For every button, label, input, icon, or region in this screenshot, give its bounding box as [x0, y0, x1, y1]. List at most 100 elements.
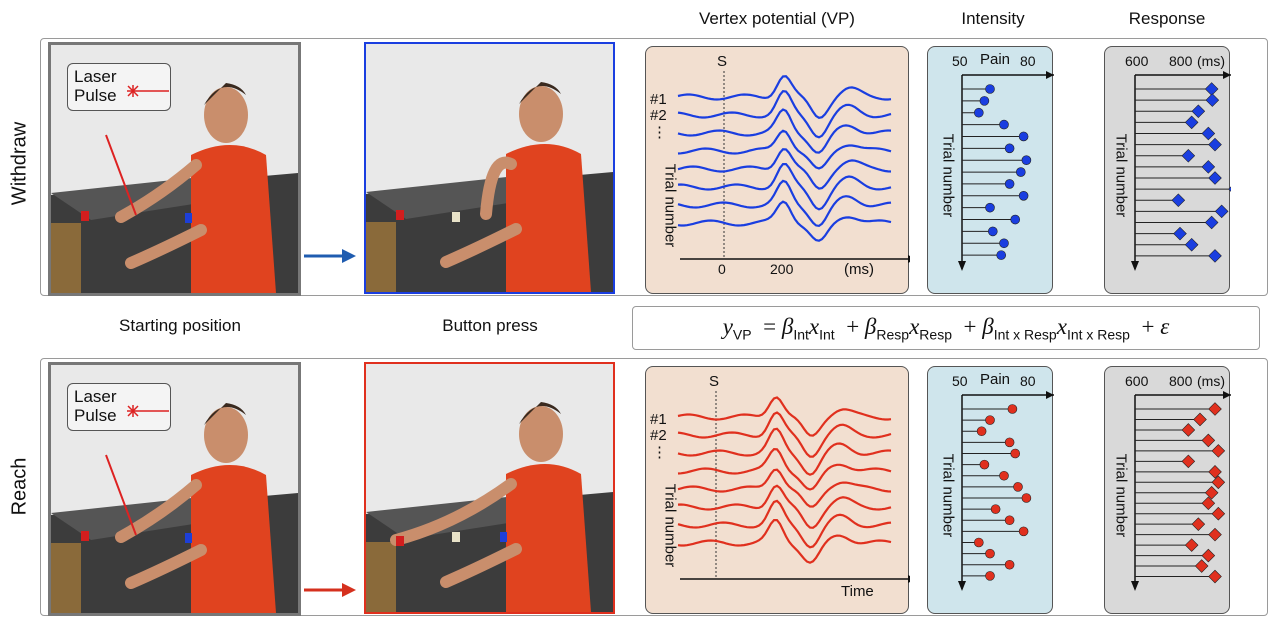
trial-1-label: #1 [650, 91, 667, 108]
pain-label: Pain [980, 51, 1011, 68]
response-min: 600 [1125, 53, 1149, 69]
vp-column-title: Vertex potential (VP) [699, 9, 855, 28]
stimulus-label: S [709, 373, 720, 390]
seated-person-illustration [51, 83, 298, 293]
vp-trace [677, 484, 892, 529]
data-point [985, 571, 995, 581]
data-point [976, 426, 987, 437]
data-point [1208, 569, 1222, 584]
withdraw-intensity-marks [962, 84, 1032, 260]
x-tick-200: 200 [770, 261, 794, 277]
data-point [979, 459, 990, 470]
data-point [1018, 191, 1029, 201]
data-point [1228, 182, 1242, 196]
laser-pulse-label: Laser Pulse [67, 63, 171, 111]
reach-start-scene: Laser Pulse [48, 362, 301, 616]
laser-burst-icon [127, 405, 169, 417]
data-point [1204, 215, 1219, 230]
data-point [1010, 214, 1020, 225]
withdraw-vp-traces [677, 75, 892, 242]
response-trial-number-label: Trial number [1112, 453, 1130, 538]
data-point [1204, 82, 1219, 96]
response-unit: (ms) [1197, 53, 1225, 69]
intensity-column-title: Intensity [961, 9, 1025, 28]
data-point [1004, 437, 1015, 448]
data-point [999, 470, 1009, 481]
reach-vp-panel: S #1 #2 ⋮ Trial number Time [645, 366, 916, 614]
data-point [1191, 517, 1206, 531]
response-unit: (ms) [1197, 373, 1225, 389]
seated-person-illustration [51, 403, 298, 613]
vp-trace [677, 129, 892, 170]
vp-trace [677, 411, 892, 458]
data-point [1211, 444, 1226, 458]
withdraw-button-scene [364, 42, 615, 294]
intensity-min: 50 [952, 373, 968, 389]
data-point [1004, 179, 1015, 189]
x-tick-0: 0 [718, 261, 726, 277]
reach-vp-chart [677, 391, 916, 583]
response-column-title: Response [1128, 9, 1206, 28]
reach-vp-traces [677, 396, 892, 564]
data-point [999, 119, 1009, 130]
seated-person-illustration [366, 402, 613, 612]
vp-trace [677, 519, 892, 564]
reach-arrow-icon [304, 583, 356, 597]
reach-response-chart [1131, 391, 1233, 591]
withdraw-intensity-panel: 50 Pain 80 Trial number [927, 46, 1056, 294]
vp-trace [677, 200, 892, 242]
trial-1-label: #1 [650, 411, 667, 428]
trial-dots: ⋮ [652, 124, 667, 141]
data-point [973, 107, 984, 118]
intensity-max: 80 [1020, 53, 1036, 69]
data-point [1007, 404, 1018, 414]
withdraw-arrow-icon [304, 249, 356, 263]
button-press-caption: Button press [442, 316, 538, 335]
vp-trace [677, 427, 892, 476]
withdraw-row-label: Withdraw [8, 121, 31, 206]
data-point [1208, 527, 1222, 542]
intensity-trial-number-label: Trial number [939, 133, 957, 218]
data-point [999, 238, 1009, 249]
data-point [1010, 448, 1020, 459]
reach-response-panel: 600 800 (ms) Trial number [1104, 366, 1233, 614]
vp-trace [677, 90, 892, 139]
pain-label: Pain [980, 371, 1011, 388]
data-point [1208, 137, 1222, 152]
vp-trace [677, 499, 892, 549]
data-point [1171, 193, 1186, 208]
data-point [988, 226, 998, 237]
data-point [1021, 493, 1032, 503]
data-point [979, 96, 990, 106]
reach-row-label: Reach [8, 457, 31, 516]
data-point [996, 250, 1006, 260]
data-point [1181, 148, 1196, 163]
vp-trace [677, 148, 892, 190]
vp-trace [677, 447, 892, 491]
data-point [1004, 143, 1015, 154]
data-point [1181, 423, 1196, 437]
data-point [973, 537, 984, 548]
data-point [1201, 433, 1216, 448]
laser-burst-icon [127, 85, 169, 97]
data-point [1208, 171, 1222, 185]
data-point [985, 202, 995, 213]
withdraw-response-marks [1135, 82, 1242, 263]
reach-row-frame [40, 358, 1268, 616]
data-point [1208, 465, 1222, 479]
withdraw-intensity-chart [958, 71, 1056, 271]
data-point [1194, 559, 1209, 573]
intensity-max: 80 [1020, 373, 1036, 389]
starting-position-caption: Starting position [119, 316, 241, 335]
data-point [985, 84, 995, 94]
withdraw-row-frame [40, 38, 1268, 296]
reach-intensity-marks [962, 404, 1032, 581]
data-point [1184, 115, 1199, 130]
vp-trace [677, 396, 892, 437]
data-point [1016, 167, 1026, 177]
regression-equation: yVP = βIntxInt + βRespxResp + βInt x Res… [632, 306, 1260, 350]
data-point [985, 415, 995, 425]
data-point [1201, 496, 1216, 511]
data-point [1004, 515, 1015, 526]
data-point [1204, 485, 1219, 500]
